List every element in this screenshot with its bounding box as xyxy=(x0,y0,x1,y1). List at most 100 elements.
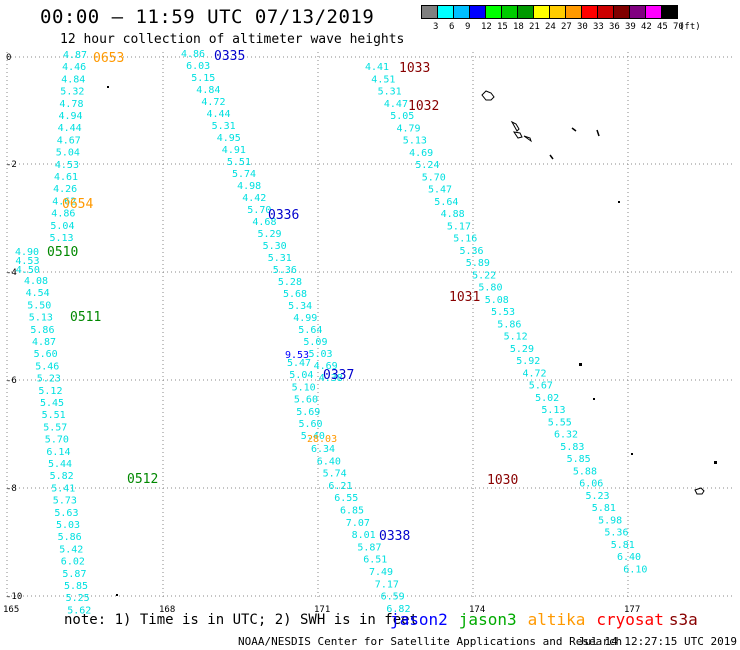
wave-height-value: 5.13 xyxy=(403,136,427,147)
wave-height-value: 4.44 xyxy=(207,109,231,120)
wave-height-value: 5.23 xyxy=(586,491,610,502)
credit-line: NOAA/NESDIS Center for Satellite Applica… xyxy=(238,635,623,648)
wave-height-value: 5.29 xyxy=(510,344,534,355)
wave-height-value: 4.54 xyxy=(26,288,50,299)
pass-time-label: 0654 xyxy=(62,197,93,212)
wave-height-value: 5.13 xyxy=(50,233,74,244)
pass-time-label: 0512 xyxy=(127,472,158,487)
wave-height-value: 6.40 xyxy=(317,456,341,467)
pass-time-label: 0337 xyxy=(323,368,354,383)
wave-height-value: 6.51 xyxy=(363,555,387,566)
wave-height-value: 5.09 xyxy=(303,337,327,348)
wave-height-value: 5.74 xyxy=(323,469,347,480)
wave-height-value: 4.53 xyxy=(15,256,39,267)
pass-time-label: 0653 xyxy=(93,51,124,66)
wave-height-value: 5.51 xyxy=(42,410,66,421)
wave-height-value: 5.31 xyxy=(212,121,236,132)
lon-label: 171 xyxy=(314,605,330,615)
wave-height-value: 7.49 xyxy=(369,567,393,578)
legend-label: 42 xyxy=(641,22,652,32)
wave-height-value: 5.85 xyxy=(64,581,88,592)
wave-height-value: 5.08 xyxy=(485,295,509,306)
legend-label: 36 xyxy=(609,22,620,32)
wave-height-value: 4.42 xyxy=(242,193,266,204)
wave-height-value: 5.24 xyxy=(415,160,439,171)
wave-height-value: 5.87 xyxy=(357,542,381,553)
wave-height-value: 5.74 xyxy=(232,169,256,180)
lat-label: -8 xyxy=(6,484,17,494)
lat-label: -4 xyxy=(6,268,17,278)
wave-height-value: 5.31 xyxy=(378,87,402,98)
wave-height-value: 4.41 xyxy=(365,62,389,73)
wave-height-value: 4.53 xyxy=(55,160,79,171)
wave-height-value: 4.46 xyxy=(62,62,86,73)
wave-height-value: 5.04 xyxy=(50,221,74,232)
wave-height-value: 5.04 xyxy=(56,148,80,159)
wave-height-value: 5.64 xyxy=(434,197,458,208)
legend-label: 6 xyxy=(449,22,455,32)
wave-height-value: 5.86 xyxy=(30,325,54,336)
wave-height-value: 5.70 xyxy=(247,205,271,216)
wave-height-value: 5.55 xyxy=(548,417,572,428)
wave-height-value: 4.62 xyxy=(52,196,76,207)
wave-height-value: 5.30 xyxy=(263,241,287,252)
pass-time-label: 0336 xyxy=(268,208,299,223)
wave-height-value: 7.17 xyxy=(375,579,399,590)
wave-height-value: 5.92 xyxy=(516,356,540,367)
wave-height-value: 5.63 xyxy=(54,508,78,519)
wave-height-value: 5.45 xyxy=(40,398,64,409)
wave-height-value: 5.86 xyxy=(58,532,82,543)
legend-label: 24 xyxy=(545,22,556,32)
island-outlines xyxy=(107,86,717,596)
wave-height-value: 6.14 xyxy=(46,447,70,458)
pass-time-label: 0335 xyxy=(214,49,245,64)
legend-label: 15 xyxy=(497,22,508,32)
wave-height-value: 4.44 xyxy=(58,123,82,134)
wave-height-value: 4.78 xyxy=(59,99,83,110)
wave-height-value: 5.41 xyxy=(51,483,75,494)
wave-height-value: 6.21 xyxy=(328,481,352,492)
wave-height-value: 4.47 xyxy=(384,99,408,110)
wave-height-value: 5.68 xyxy=(283,289,307,300)
wave-height-value: 4.94 xyxy=(59,111,83,122)
lat-label: 0 xyxy=(6,53,11,63)
legend-label: 3 xyxy=(433,22,439,32)
wave-height-value: 5.23 xyxy=(37,374,61,385)
pass-time-label: 1032 xyxy=(408,99,439,114)
wave-height-value: 5.51 xyxy=(227,157,251,168)
wave-height-value: 5.81 xyxy=(592,503,616,514)
wave-height-value: 5.69 xyxy=(296,407,320,418)
wave-height-value: 6.82 xyxy=(386,604,410,615)
satellite-legend: jason2 jason3 altika cryosat s3a xyxy=(390,610,709,629)
altimeter-tracks: 4.874.464.845.324.784.944.444.675.044.53… xyxy=(15,49,647,616)
units-note: note: 1) Time is in UTC; 2) SWH is in fe… xyxy=(64,612,419,628)
wave-height-value: 6.85 xyxy=(340,506,364,517)
legend-label: 30 xyxy=(577,22,588,32)
wave-height-value: 5.04 xyxy=(289,370,313,381)
wave-height-value: 4.79 xyxy=(397,123,421,134)
lon-label: 165 xyxy=(3,605,19,615)
wave-height-value: 6.55 xyxy=(334,493,358,504)
wave-height-value: 5.98 xyxy=(598,515,622,526)
wave-height-value: 5.15 xyxy=(191,73,215,84)
map-grid xyxy=(6,52,735,600)
page-subtitle: 12 hour collection of altimeter wave hei… xyxy=(60,32,405,47)
axis-labels: 165 168 171 174 177 0 -2 -4 -6 -8 -10 xyxy=(3,53,640,615)
wave-height-value: 5.22 xyxy=(472,270,496,281)
wave-height-value: 4.87 xyxy=(32,337,56,348)
wave-height-value: 5.81 xyxy=(611,540,635,551)
wave-height-value: 6.32 xyxy=(554,430,578,441)
satellite-legend-item: s3a xyxy=(668,610,698,629)
satellite-legend-item: cryosat xyxy=(596,610,664,629)
wave-height-value: 6.40 xyxy=(617,552,641,563)
wave-height-value: 4.99 xyxy=(293,313,317,324)
wave-height-value: 5.12 xyxy=(38,386,62,397)
wave-height-value: 6.10 xyxy=(623,564,647,575)
wave-height-value: 5.47 xyxy=(428,185,452,196)
legend-label: 18 xyxy=(513,22,524,32)
legend-label: 21 xyxy=(529,22,540,32)
wave-height-value: 5.36 xyxy=(273,265,297,276)
wave-height-value: 5.12 xyxy=(504,332,528,343)
wave-height-value: 5.36 xyxy=(604,528,628,539)
pass-time-label: 0338 xyxy=(379,529,410,544)
